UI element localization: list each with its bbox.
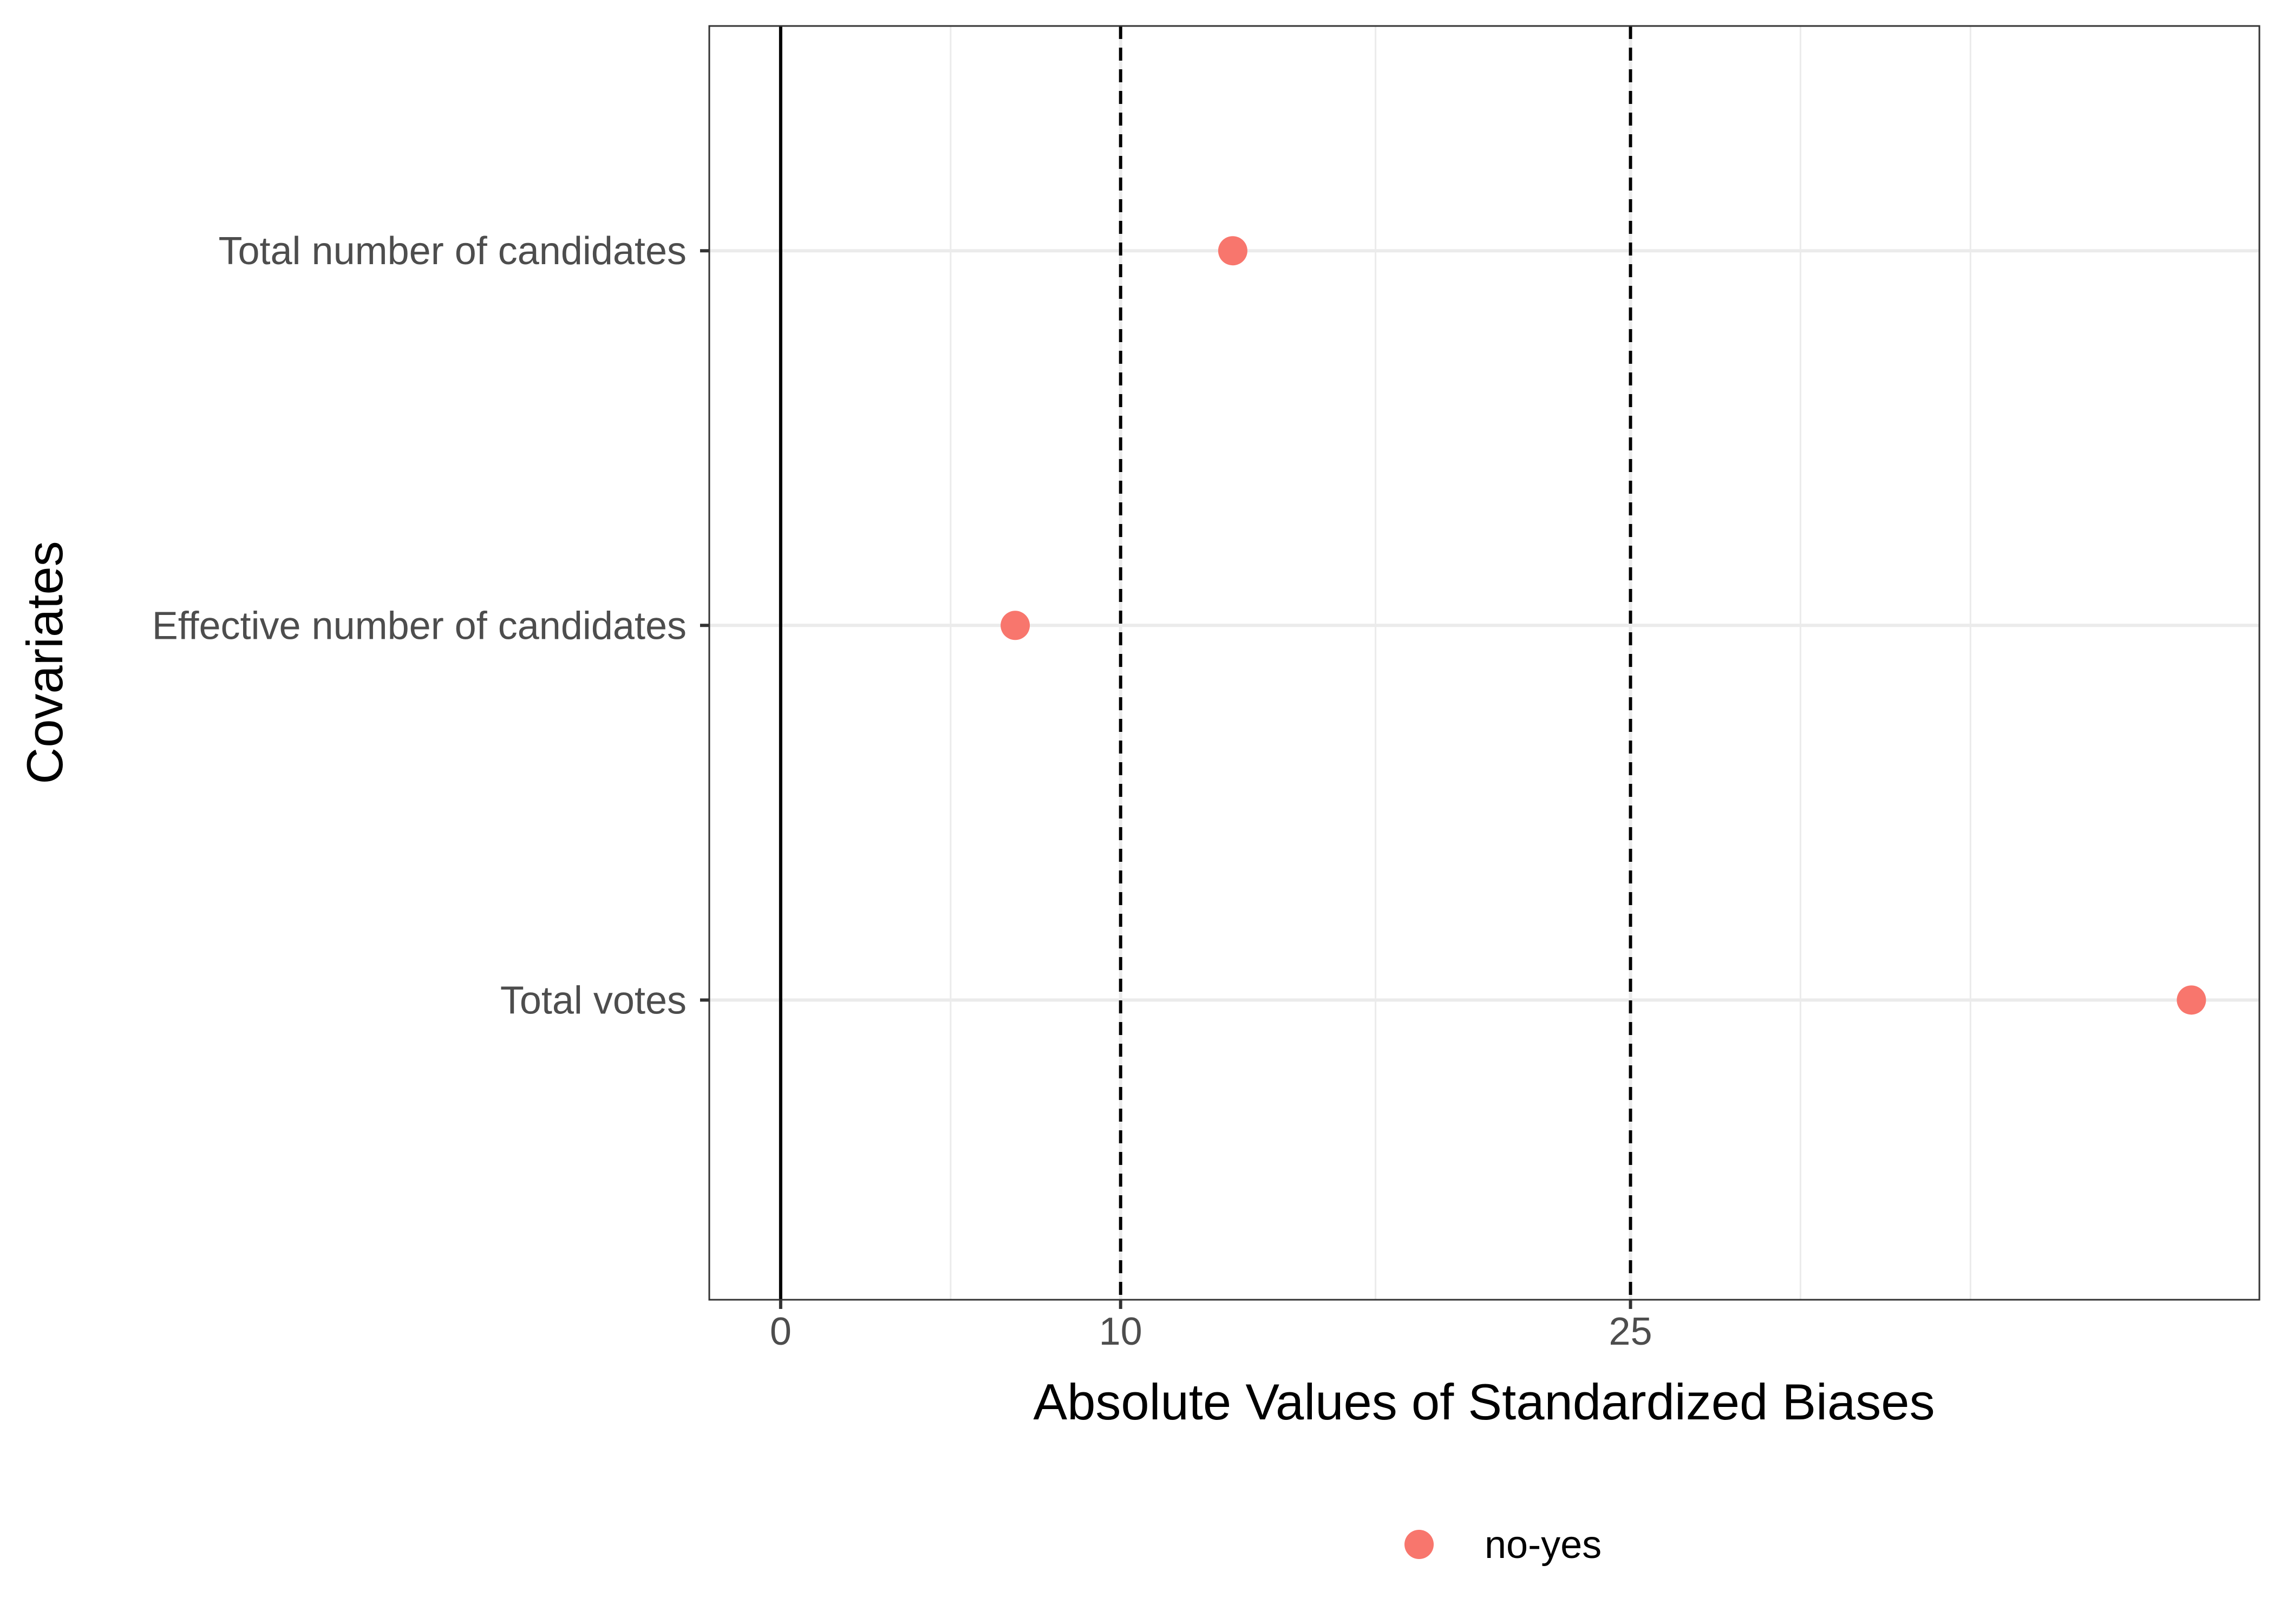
reference-lines [779,26,1632,1300]
data-point [1001,611,1030,640]
x-tick-label: 10 [1099,1310,1142,1353]
y-tick-label: Effective number of candidates [152,604,687,647]
plot-panel [709,26,2259,1300]
x-tick-label: 25 [1609,1310,1652,1353]
plot-panel-border [708,25,2260,1301]
x-axis: 0 10 25 [770,1300,1652,1353]
legend-key [1404,1530,1434,1559]
y-tick-label: Total votes [500,979,687,1022]
x-axis-title: Absolute Values of Standardized Biases [1033,1373,1935,1430]
y-tick-label: Total number of candidates [218,230,687,273]
data-point [1218,236,1247,266]
y-axis-title: Covariates [16,541,73,784]
data-points [1001,236,2206,1015]
y-axis: Total number of candidates Effective numb… [152,230,709,1022]
legend: no-yes [1404,1523,1602,1567]
minor-gridlines [950,26,1971,1300]
legend-label: no-yes [1485,1523,1602,1567]
data-point [2177,985,2206,1015]
x-tick-label: 0 [770,1310,792,1353]
